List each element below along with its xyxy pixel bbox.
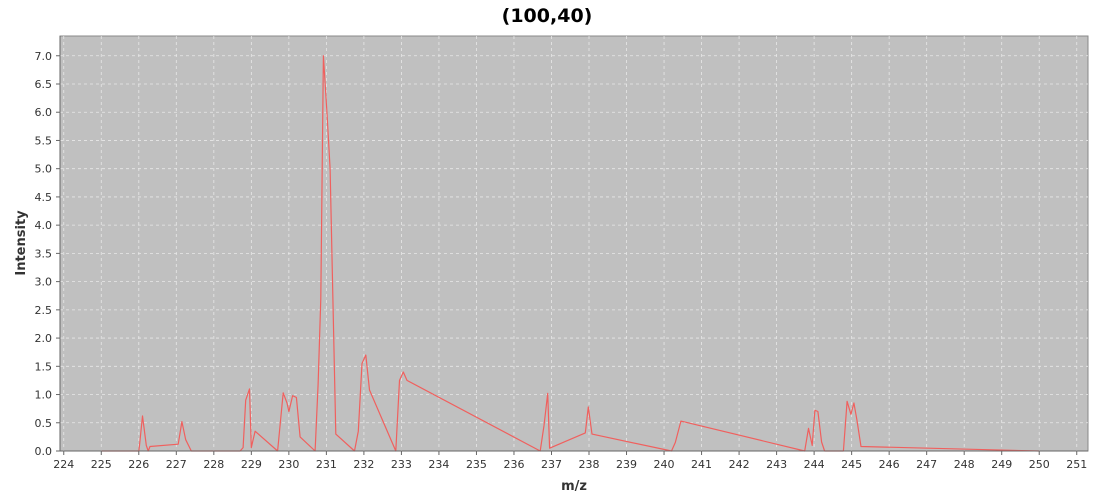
x-tick-label: 242 xyxy=(729,458,750,471)
y-tick-label: 3.0 xyxy=(35,276,53,289)
x-tick-label: 243 xyxy=(766,458,787,471)
x-tick-label: 238 xyxy=(579,458,600,471)
y-tick-label: 2.5 xyxy=(35,304,53,317)
x-tick-label: 250 xyxy=(1029,458,1050,471)
x-tick-label: 224 xyxy=(53,458,74,471)
x-tick-label: 249 xyxy=(991,458,1012,471)
x-tick-label: 247 xyxy=(916,458,937,471)
x-tick-label: 240 xyxy=(654,458,675,471)
y-tick-label: 3.5 xyxy=(35,247,53,260)
x-tick-label: 236 xyxy=(503,458,524,471)
y-tick-label: 5.0 xyxy=(35,163,53,176)
x-tick-label: 246 xyxy=(879,458,900,471)
x-tick-label: 226 xyxy=(128,458,149,471)
plot-area xyxy=(59,35,1089,452)
y-tick-label: 7.0 xyxy=(35,50,53,63)
y-tick-label: 2.0 xyxy=(35,332,53,345)
x-tick-label: 230 xyxy=(278,458,299,471)
x-tick-label: 237 xyxy=(541,458,562,471)
x-tick-label: 231 xyxy=(316,458,337,471)
x-tick-label: 235 xyxy=(466,458,487,471)
y-axis-label: Intensity xyxy=(14,210,29,276)
y-tick-label: 1.0 xyxy=(35,389,53,402)
x-tick-label: 232 xyxy=(353,458,374,471)
y-tick-label: 4.5 xyxy=(35,191,53,204)
x-tick-label: 234 xyxy=(428,458,449,471)
x-tick-label: 228 xyxy=(203,458,224,471)
y-tick-label: 0.0 xyxy=(35,445,53,458)
chart-title: (100,40) xyxy=(502,5,593,27)
x-tick-label: 233 xyxy=(391,458,412,471)
x-tick-label: 225 xyxy=(91,458,112,471)
y-tick-label: 5.5 xyxy=(35,134,53,147)
y-tick-label: 0.5 xyxy=(35,417,53,430)
y-tick-label: 6.0 xyxy=(35,106,53,119)
x-axis-label: m/z xyxy=(561,479,587,494)
y-tick-label: 4.0 xyxy=(35,219,53,232)
y-tick-label: 6.5 xyxy=(35,78,53,91)
y-axis: 0.0 0.5 1.0 1.5 2.0 2.5 3.0 3.5 4.0 4.5 5.0 5.5 6.0 6… xyxy=(35,36,61,458)
x-tick-label: 251 xyxy=(1066,458,1087,471)
x-tick-label: 245 xyxy=(841,458,862,471)
x-axis: 224 225 226 227 228 229 230 231 232 233 234 235 236 2… xyxy=(53,450,1088,471)
y-tick-label: 1.5 xyxy=(35,360,53,373)
x-tick-label: 248 xyxy=(954,458,975,471)
x-tick-label: 239 xyxy=(616,458,637,471)
x-tick-label: 227 xyxy=(166,458,187,471)
x-tick-label: 229 xyxy=(241,458,262,471)
x-tick-label: 244 xyxy=(804,458,825,471)
x-tick-label: 241 xyxy=(691,458,712,471)
